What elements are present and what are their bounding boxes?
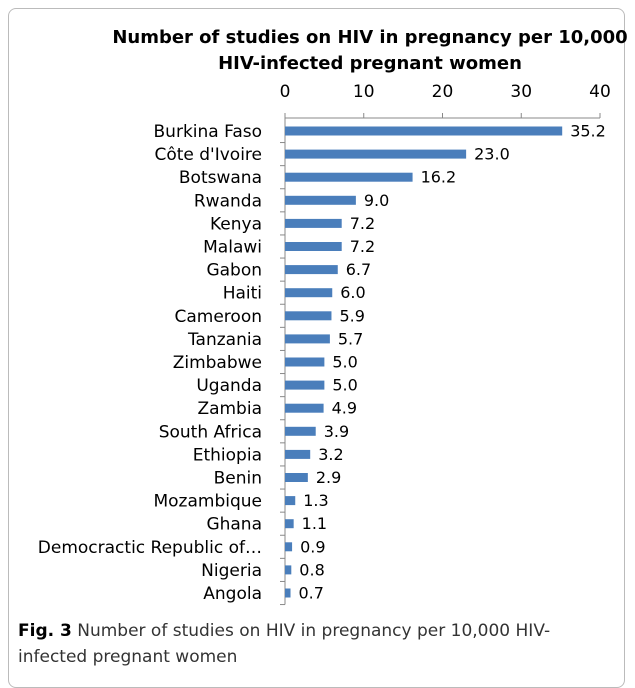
value-label: 7.2 — [350, 237, 375, 256]
bar — [285, 149, 467, 159]
bar — [285, 334, 330, 344]
bar — [285, 496, 296, 506]
bar — [285, 311, 332, 321]
y-tick-label: Côte d'Ivoire — [154, 145, 262, 165]
y-tick-label: Haiti — [223, 284, 262, 304]
bar — [285, 449, 311, 459]
x-tick-label: 10 — [353, 82, 375, 102]
chart: Number of studies on HIV in pregnancy pe… — [38, 27, 628, 606]
value-label: 5.0 — [332, 353, 357, 372]
caption: Fig. 3 Number of studies on HIV in pregn… — [18, 618, 608, 670]
y-tick-label: Tanzania — [187, 330, 262, 350]
bar — [285, 195, 356, 205]
value-label: 0.8 — [299, 560, 324, 579]
y-tick-label: Malawi — [203, 238, 262, 258]
bar — [285, 242, 342, 251]
bar — [285, 218, 342, 228]
y-tick-label: Nigeria — [201, 561, 262, 581]
bar — [285, 380, 325, 390]
x-tick-label: 20 — [432, 82, 454, 102]
value-label: 5.9 — [339, 306, 364, 325]
x-tick-label: 0 — [280, 82, 291, 102]
x-tick-label: 40 — [589, 82, 611, 102]
value-label: 4.9 — [332, 399, 357, 418]
value-label: 0.9 — [300, 537, 325, 556]
value-label: 0.7 — [299, 584, 324, 603]
page: Number of studies on HIV in pregnancy pe… — [8, 8, 628, 688]
value-label: 3.2 — [318, 445, 343, 464]
bar — [285, 403, 324, 413]
value-label: 16.2 — [421, 168, 457, 187]
caption-text: Number of studies on HIV in pregnancy pe… — [18, 621, 551, 667]
value-label: 35.2 — [570, 122, 606, 141]
chart-title: HIV-infected pregnant women — [218, 53, 522, 74]
bar — [285, 542, 293, 552]
y-tick-label: Democractic Republic of… — [38, 538, 262, 558]
value-label: 9.0 — [364, 191, 389, 210]
y-tick-label: Cameroon — [175, 307, 263, 327]
caption-label: Fig. 3 — [18, 621, 72, 641]
value-label: 6.7 — [346, 260, 371, 279]
bar — [285, 473, 308, 482]
value-label: 1.3 — [303, 491, 328, 510]
y-tick-label: Zimbabwe — [173, 353, 262, 373]
y-tick-label: South Africa — [159, 422, 262, 442]
bar — [285, 357, 325, 367]
value-label: 1.1 — [302, 514, 327, 533]
y-tick-label: Mozambique — [153, 492, 262, 512]
bar — [285, 172, 413, 182]
y-tick-label: Burkina Faso — [154, 122, 262, 142]
x-tick-label: 30 — [510, 82, 532, 102]
y-tick-label: Zambia — [197, 399, 262, 419]
y-tick-label: Ethiopia — [193, 445, 262, 465]
value-label: 3.9 — [324, 422, 349, 441]
bar — [285, 265, 338, 275]
value-label: 23.0 — [474, 145, 510, 164]
value-label: 2.9 — [316, 468, 341, 487]
y-tick-label: Botswana — [179, 168, 262, 188]
bar — [285, 288, 333, 298]
bar — [285, 565, 292, 575]
chart-title: Number of studies on HIV in pregnancy pe… — [112, 27, 627, 48]
y-tick-label: Kenya — [210, 214, 262, 234]
value-label: 7.2 — [350, 214, 375, 233]
y-tick-label: Gabon — [206, 261, 262, 281]
y-tick-label: Uganda — [196, 376, 262, 396]
bar — [285, 426, 316, 436]
bar — [285, 588, 291, 598]
value-label: 5.0 — [332, 376, 357, 395]
bar — [285, 519, 294, 529]
value-label: 5.7 — [338, 329, 363, 348]
y-tick-label: Benin — [214, 469, 262, 489]
y-tick-label: Rwanda — [194, 191, 262, 211]
value-label: 6.0 — [340, 283, 365, 302]
bar — [285, 126, 563, 136]
y-tick-label: Angola — [203, 584, 262, 604]
y-tick-label: Ghana — [206, 515, 262, 535]
